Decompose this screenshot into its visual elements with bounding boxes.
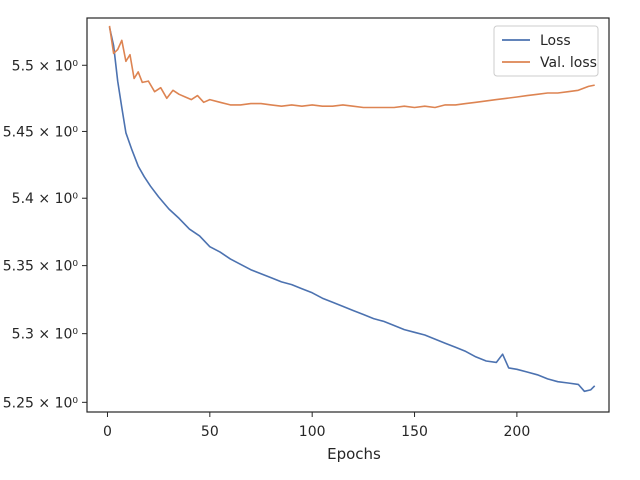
series-line-val-loss (108, 25, 595, 109)
y-tick-label: 5.25 × 10⁰ (3, 395, 79, 411)
x-axis-label: Epochs (327, 445, 381, 463)
x-tick-label: 150 (401, 424, 428, 440)
legend-label: Val. loss (540, 55, 597, 71)
y-tick-label: 5.45 × 10⁰ (3, 124, 79, 140)
plot-frame (86, 17, 610, 413)
legend: Loss Val. loss (493, 25, 599, 77)
y-axis-ticks: 5.25 × 10⁰ 5.3 × 10⁰ 5.35 × 10⁰ 5.4 × 10⁰ 5.… (3, 58, 87, 411)
x-tick-label: 200 (504, 424, 531, 440)
y-tick-label: 5.35 × 10⁰ (3, 259, 79, 275)
y-tick-label: 5.5 × 10⁰ (12, 58, 79, 74)
x-tick-label: 100 (299, 424, 326, 440)
x-tick-label: 50 (201, 424, 219, 440)
y-tick-label: 5.4 × 10⁰ (12, 191, 79, 207)
series-line-loss (108, 27, 596, 393)
y-tick-label: 5.3 × 10⁰ (12, 327, 79, 343)
legend-box (493, 25, 599, 77)
x-axis-ticks: 0 50 100 150 200 (103, 412, 530, 440)
plot-area (86, 17, 610, 413)
x-tick-label: 0 (103, 424, 112, 440)
legend-label: Loss (540, 33, 571, 49)
series-layer (108, 25, 596, 393)
